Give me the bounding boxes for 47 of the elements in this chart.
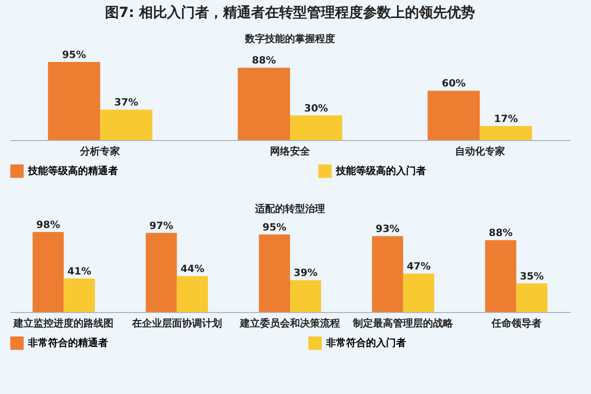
x-tick-label: 建立监控进度的路线图 <box>12 318 114 330</box>
x-tick-label: 制定最高管理层的战略 <box>352 318 454 330</box>
bar <box>290 280 322 312</box>
bar <box>428 90 480 140</box>
data-label: 98% <box>36 220 60 231</box>
x-tick-label: 网络安全 <box>270 146 311 158</box>
legend-label: 技能等级高的精通者 <box>27 165 118 178</box>
bar <box>516 283 548 312</box>
legend-label: 技能等级高的入门者 <box>335 165 426 178</box>
bar <box>100 110 152 140</box>
bar <box>238 68 290 140</box>
data-label: 17% <box>494 114 518 126</box>
bar <box>403 274 434 312</box>
bar <box>146 232 177 312</box>
bar <box>480 126 532 140</box>
bar <box>48 62 100 140</box>
legend-label: 非常符合的精通者 <box>27 337 108 350</box>
chart-title: 适配的转型治理 <box>254 203 325 215</box>
data-label: 47% <box>406 262 431 273</box>
data-label: 39% <box>294 268 318 280</box>
data-label: 95% <box>262 222 286 234</box>
bar <box>258 234 290 312</box>
data-label: 93% <box>376 224 400 236</box>
bar <box>290 115 342 140</box>
data-label: 44% <box>180 264 204 276</box>
x-tick-label: 在企业层面协调计划 <box>130 318 222 330</box>
data-label: 60% <box>442 78 466 90</box>
data-label: 88% <box>488 228 513 240</box>
bar <box>372 236 404 312</box>
x-tick-label: 分析专家 <box>79 146 120 158</box>
bar <box>32 232 64 312</box>
data-label: 97% <box>149 220 174 232</box>
data-label: 30% <box>304 103 328 114</box>
x-tick-label: 任命领导者 <box>490 318 542 330</box>
data-label: 88% <box>252 56 276 67</box>
legend-label: 非常符合的入门者 <box>325 337 406 350</box>
chart-title: 图7: 相比入门者，精通者在转型管理程度参数上的领先优势 <box>104 4 476 21</box>
data-label: 37% <box>114 98 138 109</box>
data-label: 41% <box>67 266 92 278</box>
chart-subtitle: 数字技能的掌握程度 <box>244 33 335 45</box>
x-tick-label: 自动化专家 <box>454 146 505 158</box>
x-tick-label: 建立委员会和决策流程 <box>239 318 340 330</box>
data-label: 35% <box>520 271 544 282</box>
bar <box>485 240 516 312</box>
bar <box>176 276 208 312</box>
data-label: 95% <box>62 50 86 61</box>
bar <box>64 278 95 312</box>
